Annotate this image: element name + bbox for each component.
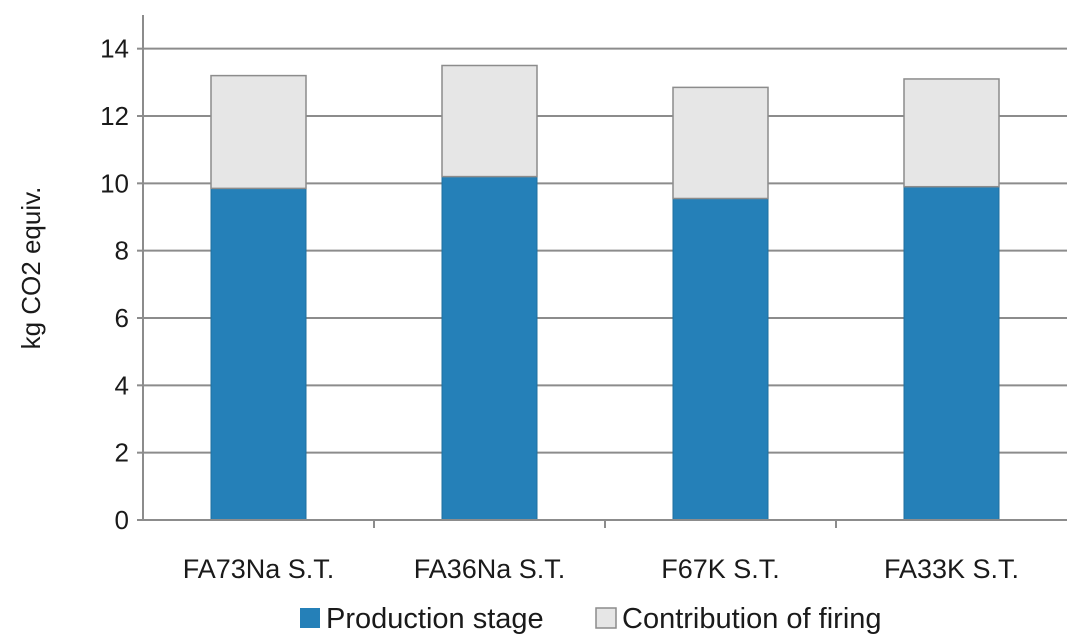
legend: Production stage Contribution of firing [300,603,882,635]
y-axis-title: kg CO2 equiv. [16,187,46,350]
legend-swatch-production-stage [300,608,320,628]
y-tick-label: 0 [115,505,129,535]
y-tick-label: 8 [115,236,129,266]
y-tick-labels: 0 2 4 6 8 10 12 14 [100,34,143,535]
y-tick-label: 6 [115,303,129,333]
legend-label-production-stage: Production stage [326,603,544,635]
y-tick-label: 10 [100,168,129,198]
bars [210,64,1000,521]
bar-production-stage [903,186,1000,521]
x-tick-label: FA33K S.T. [884,554,1019,584]
bar-contribution-of-firing [210,74,307,190]
y-tick-label: 14 [100,34,129,64]
x-tick-label: FA73Na S.T. [183,554,335,584]
bar-production-stage [441,176,538,521]
y-tick-label: 12 [100,101,129,131]
y-tick-label: 4 [115,370,129,400]
x-tick-label: FA36Na S.T. [414,554,566,584]
legend-label-contribution-of-firing: Contribution of firing [622,603,882,635]
bar-contribution-of-firing [672,86,769,200]
x-tick-labels: FA73Na S.T. FA36Na S.T. F67K S.T. FA33K S.T… [183,520,1019,584]
legend-swatch-contribution-of-firing [595,607,617,629]
bar-production-stage [672,197,769,521]
bar-production-stage [210,187,307,521]
bar-contribution-of-firing [441,64,538,178]
bar-contribution-of-firing [903,78,1000,188]
y-tick-label: 2 [115,438,129,468]
x-tick-label: F67K S.T. [661,554,780,584]
